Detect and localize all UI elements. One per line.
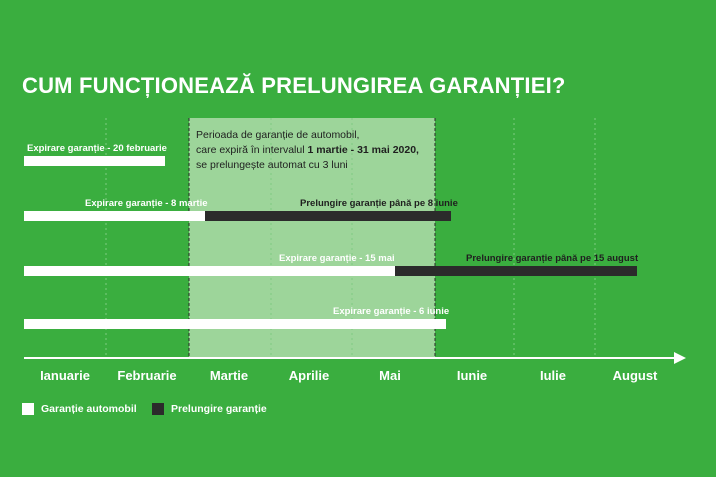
info-period-range: 1 martie - 31 mai 2020, [307,144,419,156]
bar-warranty-2 [24,211,205,221]
month-label-martie: Martie [209,368,249,383]
bar-label-3: Expirare garanție - 15 mai [279,253,395,264]
bar-warranty-4 [24,319,446,329]
legend-swatch-dark [152,403,164,415]
info-line-1: Perioada de garanție de automobil, [196,129,360,141]
info-line-3: se prelungește automat cu 3 luni [196,159,348,171]
month-label-iulie: Iulie [539,368,567,383]
month-label-august: August [612,368,658,383]
legend-swatch-white [22,403,34,415]
extension-label-2: Prelungire garanție până pe 8 iunie [300,198,458,209]
period-info-box: Perioada de garanție de automobil, care … [196,128,432,173]
period-boundaries [188,118,436,358]
info-line-2: care expiră în intervalul [196,144,308,156]
extension-period-highlight [189,118,435,358]
bar-warranty-1 [24,156,165,166]
month-label-aprilie: Aprilie [288,368,330,383]
bar-warranty-3 [24,266,395,276]
legend-warranty: Garanție automobil [22,403,137,415]
extension-label-3: Prelungire garanție până pe 15 august [466,253,639,264]
bar-extension-3 [395,266,637,276]
month-label-ianuarie: Ianuarie [40,368,90,383]
bar-label-4: Expirare garanție - 6 iunie [333,306,450,317]
month-label-mai: Mai [379,368,401,383]
bar-extension-2 [205,211,451,221]
bar-label-1: Expirare garanție - 20 februarie [27,143,167,154]
axis-arrow-icon [674,352,686,364]
page-title: CUM FUNCȚIONEAZĂ PRELUNGIREA GARANȚIEI? [22,73,566,98]
legend-extension-label: Prelungire garanție [171,403,267,415]
legend-extension: Prelungire garanție [152,403,267,415]
legend-warranty-label: Garanție automobil [41,403,137,415]
month-label-iunie: Iunie [456,368,488,383]
month-label-februarie: Februarie [117,368,177,383]
bar-label-2: Expirare garanție - 8 martie [85,198,208,209]
